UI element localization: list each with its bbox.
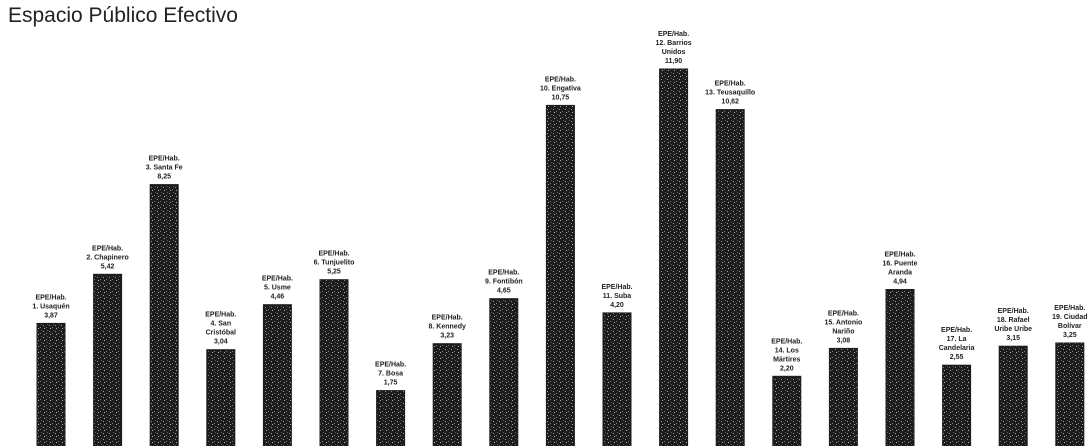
bar-value-label-16: 4,94 — [893, 279, 907, 286]
bar-unit-label-1: EPE/Hab. — [35, 294, 66, 301]
bar-category-label-3: 3. Santa Fe — [146, 165, 183, 172]
bar-category-label-19-2: Bolívar — [1058, 323, 1082, 330]
bar-value-label-6: 5,25 — [327, 269, 341, 276]
bar-value-label-3: 8,25 — [157, 174, 171, 181]
bar-value-label-10: 10,75 — [552, 94, 570, 101]
bar-category-label-9: 9. Fontibón — [485, 279, 523, 286]
bar-value-label-11: 4,20 — [610, 302, 624, 309]
bar-category-label-12-1: 12. Barrios — [656, 40, 692, 47]
bar-3 — [149, 184, 179, 446]
bar-unit-label-8: EPE/Hab. — [432, 315, 463, 322]
bar-unit-label-19: EPE/Hab. — [1054, 305, 1085, 312]
bar-18 — [998, 345, 1028, 446]
bar-category-label-7: 7. Bosa — [378, 371, 403, 378]
bar-category-label-12-2: Unidos — [662, 49, 686, 56]
bar-5 — [262, 304, 292, 446]
page-title: Espacio Público Efectivo — [8, 4, 238, 27]
bar-value-label-17: 2,55 — [950, 354, 964, 361]
bar-value-label-15: 3,08 — [837, 337, 851, 344]
bar-value-label-5: 4,46 — [271, 294, 285, 301]
bar-8 — [432, 343, 462, 446]
bar-unit-label-6: EPE/Hab. — [318, 251, 349, 258]
bars-group — [36, 68, 1085, 446]
bar-16 — [885, 289, 915, 446]
bar-category-label-18-2: Uribe Uribe — [994, 326, 1032, 333]
bar-value-label-7: 1,75 — [384, 380, 398, 387]
bar-category-label-16-2: Aranda — [888, 270, 912, 277]
bar-unit-label-15: EPE/Hab. — [828, 310, 859, 317]
bar-value-label-9: 4,65 — [497, 288, 511, 295]
bar-10 — [545, 104, 575, 446]
bar-category-label-10: 10. Engativa — [540, 85, 581, 92]
bar-14 — [772, 375, 802, 446]
bar-value-label-1: 3,87 — [44, 312, 58, 319]
bar-value-label-4: 3,04 — [214, 339, 228, 346]
bar-17 — [942, 364, 972, 446]
bar-category-label-17-2: Candelaria — [939, 345, 975, 352]
bar-value-label-2: 5,42 — [101, 263, 115, 270]
bar-6 — [319, 279, 349, 446]
bar-13 — [715, 109, 745, 446]
bar-category-label-15-2: Nariño — [832, 328, 854, 335]
bar-12 — [659, 68, 689, 446]
bar-category-label-8: 8. Kennedy — [429, 324, 466, 331]
bar-value-label-12: 11,90 — [665, 58, 682, 65]
bar-category-label-4-1: 4. San — [210, 321, 231, 328]
bar-category-label-4-2: Cristóbal — [206, 330, 236, 337]
bar-unit-label-2: EPE/Hab. — [92, 245, 123, 252]
bar-unit-label-3: EPE/Hab. — [149, 156, 180, 163]
bar-unit-label-11: EPE/Hab. — [601, 284, 632, 291]
bar-category-label-1: 1. Usaquén — [32, 303, 69, 310]
bar-unit-label-16: EPE/Hab. — [884, 252, 915, 259]
bar-19 — [1055, 342, 1085, 446]
bar-category-label-17-1: 17. La — [947, 336, 967, 343]
bar-category-label-6: 6. Tunjuelito — [314, 260, 355, 267]
bar-unit-label-13: EPE/Hab. — [715, 81, 746, 88]
bar-1 — [36, 322, 66, 446]
bar-category-label-11: 11. Suba — [603, 293, 632, 300]
bar-7 — [376, 390, 406, 446]
bar-category-label-19-1: 19. Ciudad — [1052, 314, 1087, 321]
bar-category-label-14-1: 14. Los — [775, 347, 799, 354]
bar-unit-label-17: EPE/Hab. — [941, 327, 972, 334]
bar-value-label-18: 3,15 — [1006, 335, 1020, 342]
bar-9 — [489, 298, 519, 446]
bar-unit-label-9: EPE/Hab. — [488, 270, 519, 277]
bar-unit-label-5: EPE/Hab. — [262, 276, 293, 283]
bar-unit-label-14: EPE/Hab. — [771, 338, 802, 345]
bar-value-label-14: 2,20 — [780, 365, 794, 372]
bar-category-label-2: 2. Chapinero — [86, 254, 128, 261]
bar-category-label-13: 13. Teusaquillo — [705, 90, 755, 97]
bar-unit-label-18: EPE/Hab. — [998, 308, 1029, 315]
bar-category-label-15-1: 15. Antonio — [824, 319, 862, 326]
bar-2 — [93, 273, 123, 446]
bar-unit-label-7: EPE/Hab. — [375, 362, 406, 369]
bar-11 — [602, 312, 632, 446]
bar-category-label-18-1: 18. Rafael — [997, 317, 1030, 324]
labels-group: EPE/Hab. 1. Usaquén 3,87 EPE/Hab. 2. Chapine… — [32, 31, 1087, 387]
bar-value-label-19: 3,25 — [1063, 332, 1077, 339]
bar-4 — [206, 349, 236, 446]
bar-unit-label-10: EPE/Hab. — [545, 76, 576, 83]
bar-category-label-16-1: 16. Puente — [882, 261, 917, 268]
bar-value-label-13: 10,62 — [721, 99, 739, 106]
bar-value-label-8: 3,23 — [440, 333, 454, 340]
bar-category-label-5: 5. Usme — [264, 285, 291, 292]
bar-unit-label-12: EPE/Hab. — [658, 31, 689, 38]
bar-unit-label-4: EPE/Hab. — [205, 312, 236, 319]
bar-category-label-14-2: Mártires — [773, 356, 800, 363]
bar-15 — [828, 347, 858, 446]
